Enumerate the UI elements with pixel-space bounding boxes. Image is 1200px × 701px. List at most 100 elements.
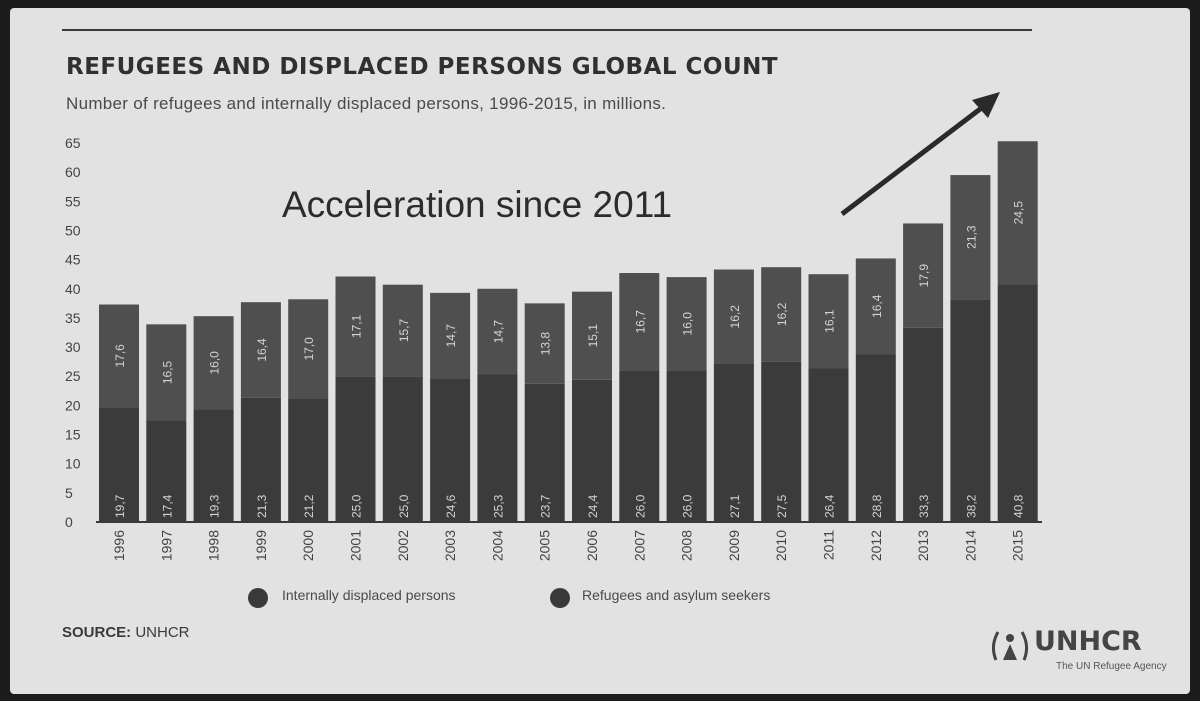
chart-title: REFUGEES AND DISPLACED PERSONS GLOBAL CO… [66,54,779,80]
value-label-idp: 38,2 [964,494,978,518]
value-label-refugees: 14,7 [444,324,458,348]
y-tick-label: 15 [65,427,81,443]
x-tick-label: 1996 [111,530,127,561]
bar-refugees [240,302,281,398]
bar-refugees [335,276,376,377]
value-label-refugees: 16,2 [775,302,789,326]
bars [99,141,1038,522]
value-label-refugees: 15,7 [397,318,411,342]
value-label-refugees: 16,1 [823,309,837,333]
y-tick-label: 5 [65,485,73,501]
x-tick-label: 2004 [489,530,505,561]
value-label-idp: 33,3 [917,494,931,518]
x-tick-label: 2015 [1010,530,1026,561]
y-tick-label: 10 [65,456,81,472]
y-tick-label: 35 [65,310,81,326]
y-tick-label: 50 [65,222,81,238]
value-label-refugees: 13,8 [539,332,553,356]
bar-refugees [430,292,471,379]
value-labels: 19,7 17,6 17,4 16,5 19,3 16,0 21,3 16,4 21,2 17,0… [113,201,1026,518]
value-label-idp: 26,0 [633,494,647,518]
x-tick-label: 2003 [442,530,458,561]
x-tick-label: 2009 [726,530,742,561]
value-label-idp: 24,6 [444,494,458,518]
unhcr-logo: UNHCR The UN Refugee Agency [986,624,1186,684]
legend-swatch-refugees [550,588,570,608]
source-value: UNHCR [135,624,190,641]
y-tick-label: 25 [65,368,81,384]
value-label-refugees: 16,2 [728,305,742,329]
bar-idp [713,363,754,522]
bar-idp [997,284,1038,522]
laurel-icon [991,631,1029,661]
value-label-idp: 27,1 [728,494,742,518]
value-label-idp: 21,2 [302,494,316,518]
value-label-refugees: 14,7 [491,320,505,344]
x-tick-label: 2011 [821,530,837,560]
bar-refugees [666,277,707,371]
bar-refugees [524,303,565,384]
value-label-idp: 26,4 [823,494,837,518]
y-tick-label: 20 [65,397,81,413]
value-label-idp: 23,7 [539,494,553,518]
y-tick-label: 60 [65,164,81,180]
bar-refugees [855,258,896,355]
bar-refugees [808,274,849,369]
value-label-refugees: 17,1 [350,314,364,338]
bar-refugees [619,273,660,371]
legend-label-idp: Internally displaced persons [282,587,456,603]
top-rule [62,29,1032,31]
y-tick-label: 45 [65,252,81,268]
value-label-idp: 25,0 [350,494,364,518]
bar-refugees [477,288,518,375]
trend-arrow-shaft [840,98,994,216]
value-label-idp: 26,0 [681,494,695,518]
bar-refugees [903,223,944,328]
value-label-refugees: 15,1 [586,324,600,348]
x-tick-label: 2010 [773,530,789,561]
x-tick-label: 2000 [300,530,316,561]
bar-idp [477,374,518,522]
bar-idp [193,409,234,522]
x-tick-label: 2014 [962,530,978,561]
value-label-refugees: 21,3 [964,225,978,249]
bar-idp [950,299,991,522]
y-tick-label: 0 [65,514,73,530]
y-tick-label: 40 [65,281,81,297]
value-label-refugees: 17,0 [302,337,316,361]
value-label-idp: 24,4 [586,494,600,518]
bar-idp [903,327,944,522]
value-label-idp: 40,8 [1012,494,1026,518]
bar-idp [430,378,471,522]
value-label-idp: 19,3 [208,494,222,518]
x-tick-label: 1997 [158,530,174,561]
bar-idp [619,370,660,522]
legend-swatch-idp [248,588,268,608]
x-tick-label: 2012 [868,530,884,561]
value-label-refugees: 16,4 [255,338,269,362]
bar-idp [335,376,376,522]
value-label-refugees: 16,4 [870,294,884,318]
x-tick-label: 1999 [253,530,269,561]
value-label-idp: 21,3 [255,494,269,518]
x-tick-label: 1998 [206,530,222,561]
slide: REFUGEES AND DISPLACED PERSONS GLOBAL CO… [10,8,1190,694]
x-tick-label: 2005 [537,530,553,561]
bar-idp [572,379,612,522]
bar-idp [146,420,187,522]
y-axis-ticks: 0 5 10 15 20 25 30 35 40 45 50 55 60 65 [65,135,81,530]
source-key: SOURCE: [62,624,132,641]
bar-refugees [99,304,139,408]
x-tick-label: 2008 [679,530,695,561]
value-label-idp: 28,8 [870,494,884,518]
x-tick-label: 2006 [584,530,600,561]
value-label-idp: 19,7 [113,494,127,518]
value-label-refugees: 24,5 [1012,201,1026,225]
value-label-refugees: 16,7 [633,310,647,334]
bar-idp [761,361,802,522]
bar-idp [524,383,565,522]
value-label-idp: 25,0 [397,494,411,518]
legend-label-refugees: Refugees and asylum seekers [582,587,771,603]
bar-refugees [193,316,234,410]
